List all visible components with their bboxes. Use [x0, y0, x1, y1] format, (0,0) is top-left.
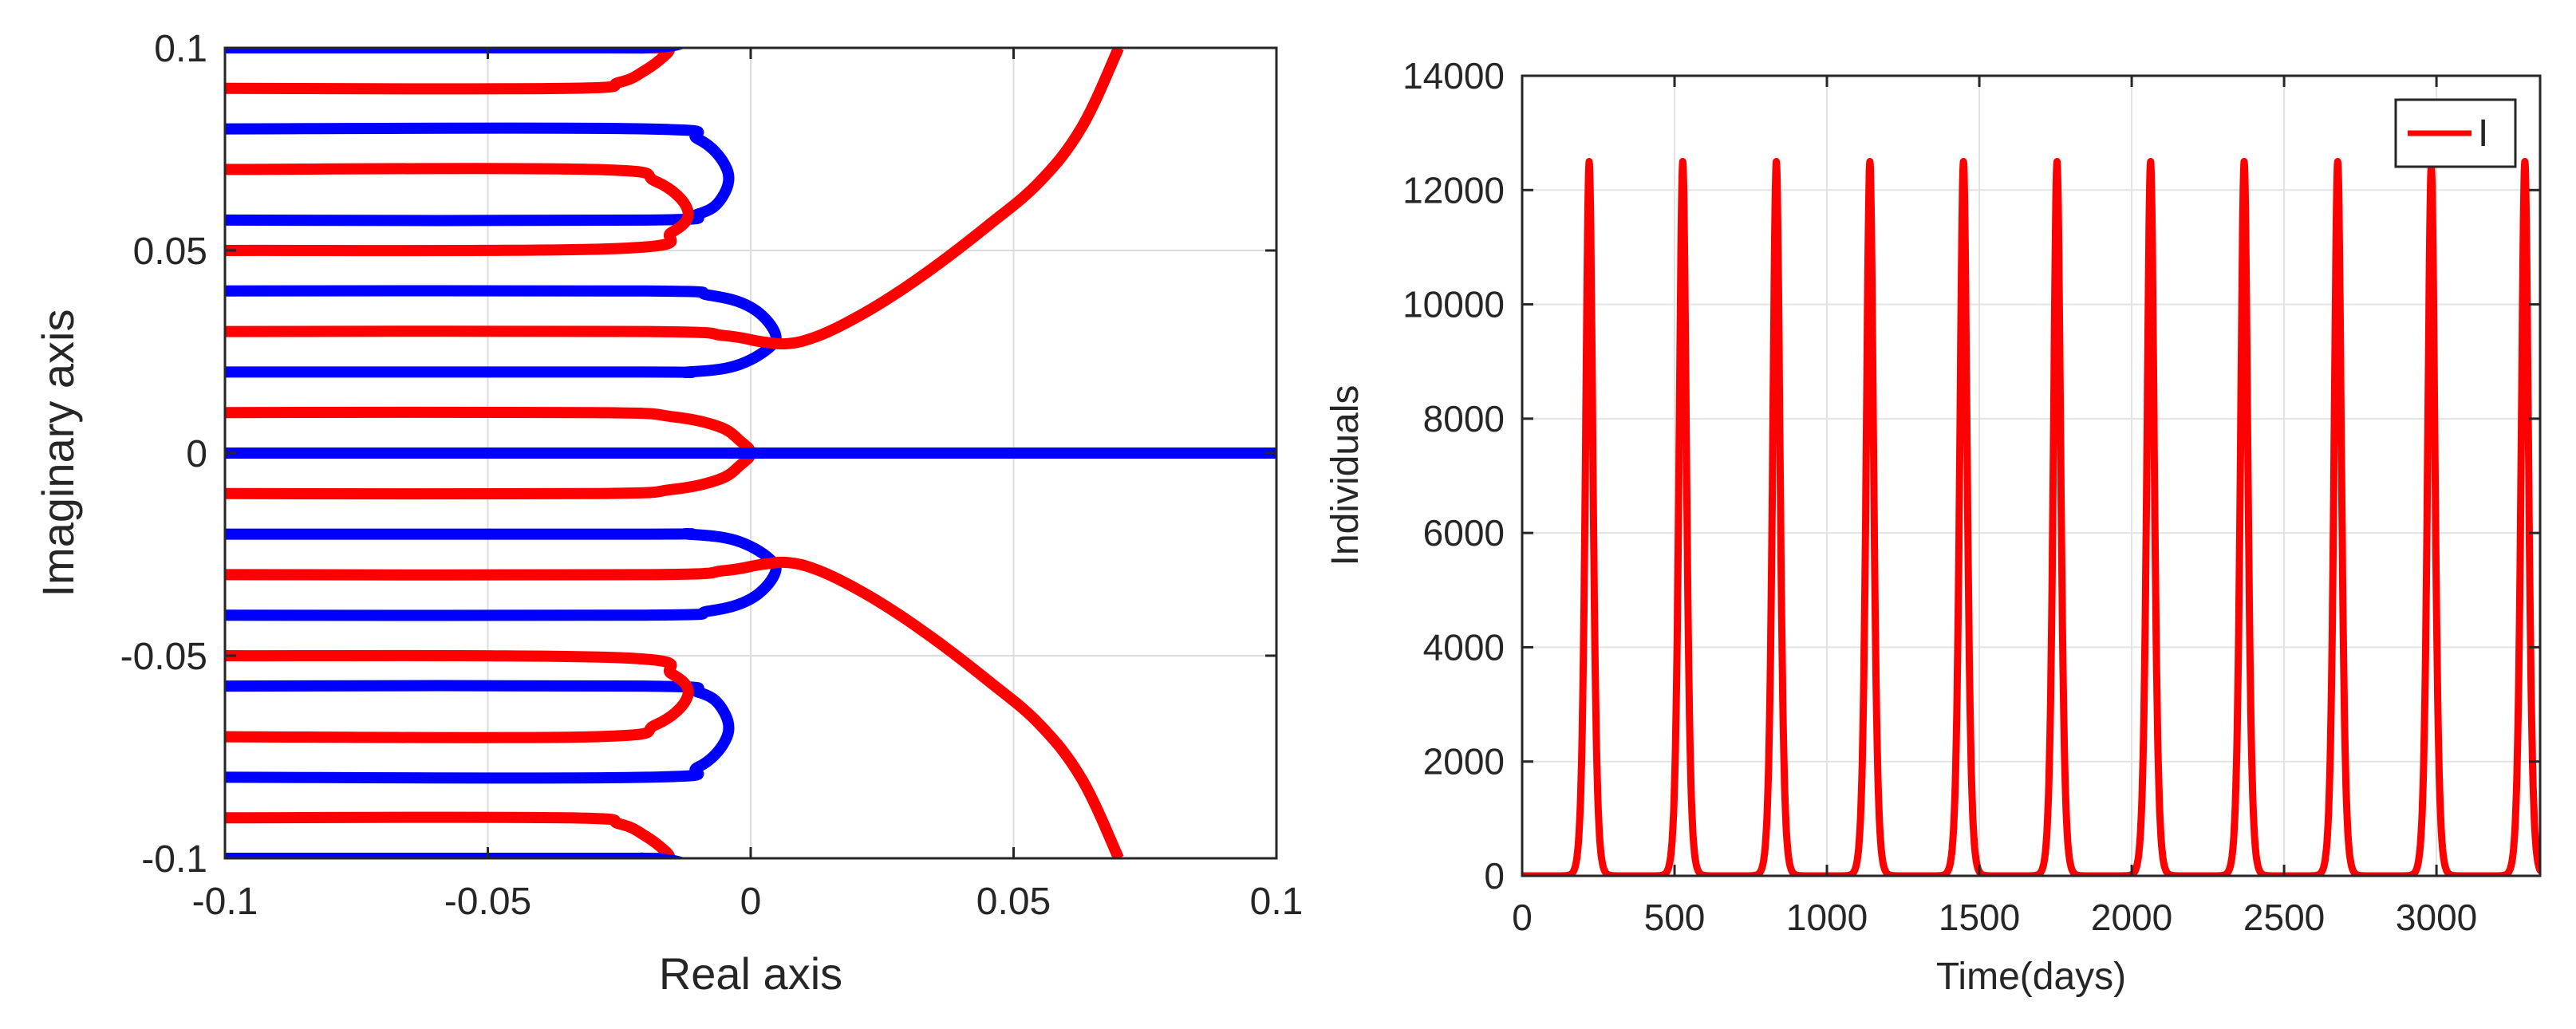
right-y-tick-label: 14000: [1402, 55, 1505, 97]
right-x-tick-label: 0: [1512, 897, 1533, 938]
right-x-tick-label: 2500: [2243, 897, 2325, 938]
right-y-tick-label: 2000: [1423, 741, 1505, 783]
right-x-tick-label: 3000: [2396, 897, 2477, 938]
left-y-tick-label: 0: [186, 433, 207, 475]
left-y-tick-label: 0.05: [133, 231, 207, 273]
right-x-axis-title: Time(days): [1936, 956, 2126, 998]
right-y-tick-label: 10000: [1402, 284, 1505, 325]
legend-label-I: I: [2478, 112, 2488, 155]
time-series-chart: 0 500 1000 1500 2000 2500 3000 0 2000 4000 6000 800…: [1324, 55, 2542, 998]
left-x-tick-label: -0.05: [444, 881, 531, 923]
left-x-tick-label: 0.1: [1250, 881, 1304, 923]
left-ticks: -0.1 -0.05 0 0.05 0.1 -0.1 -0.05 0 0.05 0.1: [120, 28, 1304, 923]
right-y-tick-label: 12000: [1402, 169, 1505, 211]
left-x-tick-label: 0.05: [976, 881, 1051, 923]
left-series-line-red: [225, 649, 694, 743]
left-series-line-red: [225, 163, 694, 257]
right-x-tick-label: 1000: [1786, 897, 1868, 938]
right-y-tick-label: 4000: [1423, 626, 1505, 668]
right-y-tick-label: 6000: [1423, 512, 1505, 554]
right-axes-box: [1521, 74, 2542, 877]
left-y-tick-label: 0.1: [154, 28, 207, 70]
left-y-tick-label: -0.05: [120, 636, 207, 678]
right-ticks: 0 500 1000 1500 2000 2500 3000 0 2000 4000 6000 800…: [1402, 55, 2540, 938]
left-series-line-red: [225, 811, 676, 858]
left-series-line-red: [225, 556, 1124, 858]
left-series-line-red: [225, 48, 676, 95]
left-y-tick-label: -0.1: [141, 838, 207, 881]
left-series-line-blue: [225, 122, 735, 227]
left-series-line-red: [225, 48, 1124, 350]
root-locus-chart: -0.1 -0.05 0 0.05 0.1 -0.1 -0.05 0 0.05 0.1 Real …: [33, 28, 1303, 999]
right-x-tick-label: 500: [1644, 897, 1706, 938]
left-y-axis-title: Imaginary axis: [33, 309, 83, 597]
right-y-tick-label: 0: [1484, 855, 1505, 897]
left-plot-area: [225, 48, 1276, 858]
left-series-line-blue: [225, 680, 735, 784]
right-y-axis-title: Individuals: [1324, 385, 1367, 566]
right-x-tick-label: 2000: [2091, 897, 2172, 938]
left-x-axis-title: Real axis: [659, 948, 842, 999]
left-x-tick-label: -0.1: [192, 881, 258, 923]
left-x-tick-label: 0: [740, 881, 762, 923]
right-x-tick-label: 1500: [1939, 897, 2020, 938]
right-y-tick-label: 8000: [1423, 398, 1505, 440]
legend: I: [2394, 98, 2517, 168]
